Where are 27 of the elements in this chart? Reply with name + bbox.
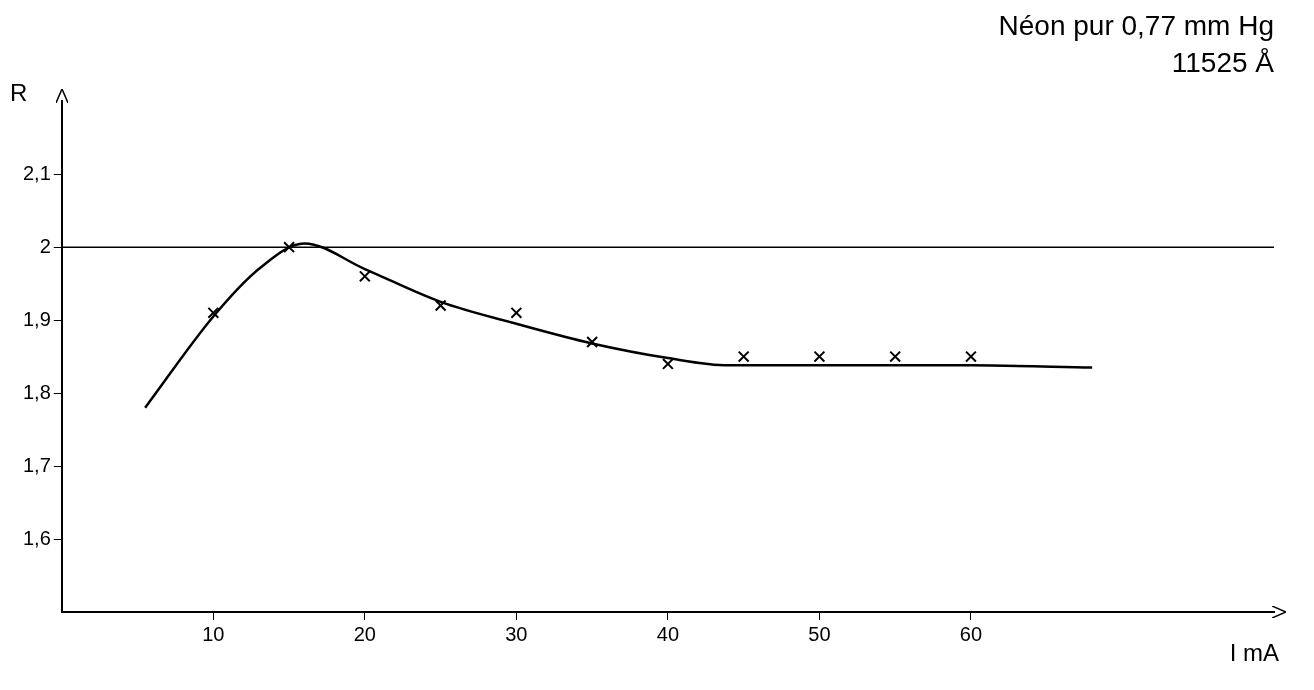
point	[586, 336, 599, 348]
x-tick-label: 30	[505, 622, 528, 645]
chart-subtitle: 11525 Å	[1171, 47, 1275, 79]
point	[434, 299, 447, 312]
y-tick-label: 2	[39, 234, 51, 257]
y-tick-label: 1,9	[22, 307, 51, 330]
point	[889, 350, 902, 363]
x-tick-label: 10	[202, 622, 225, 645]
x-tick-label: 40	[656, 622, 680, 645]
y-tick-label: 1,8	[22, 380, 51, 403]
y-tick-label: 1,7	[22, 453, 51, 476]
x-tick-label: 20	[353, 622, 376, 645]
point	[737, 350, 750, 363]
point	[510, 306, 523, 319]
chart-title: Néon pur 0,77 mm Hg	[998, 9, 1274, 41]
point	[965, 350, 977, 363]
point	[283, 241, 296, 254]
x-axis-title: I mA	[1229, 638, 1279, 666]
point	[661, 357, 674, 370]
y-tick-label: 2,1	[22, 161, 51, 184]
x-tick-label: 50	[808, 622, 831, 645]
y-tick-label: 1,6	[22, 526, 51, 549]
x-tick-label: 60	[959, 622, 983, 645]
point	[207, 306, 220, 319]
point	[813, 350, 826, 363]
y-axis-title: R	[10, 78, 28, 106]
point	[358, 270, 371, 283]
